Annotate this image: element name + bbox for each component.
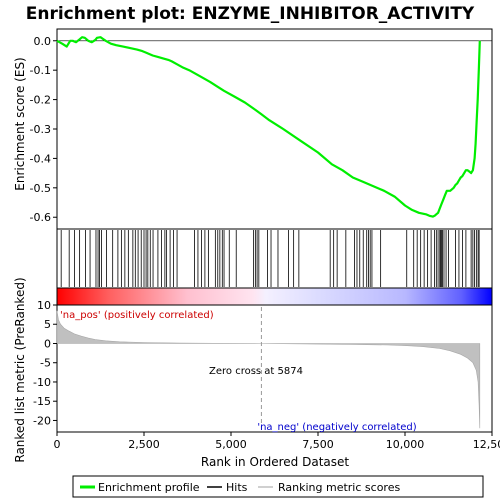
positive-correlation-label: 'na_pos' (positively correlated)	[60, 310, 214, 321]
x-axis-label: Rank in Ordered Dataset	[201, 455, 349, 469]
x-tick-label: 0	[54, 438, 61, 451]
metric-frame	[56, 304, 493, 433]
ranked-metric-area	[56, 310, 481, 429]
metric-y-axis: 10 5 0 -5 -10 -15 -20	[33, 299, 57, 427]
x-tick-label: 2,500	[128, 438, 160, 451]
metric-y-tick-label: -20	[33, 414, 51, 427]
metric-y-tick-label: 10	[37, 299, 51, 312]
metric-y-tick-label: -15	[33, 395, 51, 408]
enrichment-y-tick-label: -0.1	[30, 64, 51, 77]
legend-box	[72, 475, 484, 498]
enrichment-profile-line	[56, 36, 481, 218]
x-tick-label: 12,500	[473, 438, 500, 451]
negative-correlation-label: 'na_neg' (negatively correlated)	[257, 422, 416, 433]
legend-metric-label: Ranking metric scores	[278, 481, 400, 494]
enrichment-y-tick-label: -0.6	[30, 211, 51, 224]
x-axis: 0 2,500 5,000 7,500 10,000 12,500	[54, 432, 500, 451]
enrichment-panel: 0.0 -0.1 -0.2 -0.3 -0.4 -0.5 -0.6 Enrichment s…	[13, 28, 493, 230]
enrichment-profile-series	[56, 36, 481, 218]
chart-title: Enrichment plot: ENZYME_INHIBITOR_ACTIVI…	[26, 4, 475, 24]
ranked-metric-series	[56, 310, 481, 429]
metric-y-label: Ranked list metric (PreRanked)	[13, 277, 27, 462]
enrichment-y-label: Enrichment score (ES)	[13, 57, 27, 190]
metric-y-tick-label: -10	[33, 376, 51, 389]
x-tick-label: 7,500	[302, 438, 334, 451]
enrichment-frame	[56, 28, 493, 230]
x-tick-label: 5,000	[215, 438, 247, 451]
hit-marks	[60, 230, 480, 287]
enrichment-y-tick-label: -0.4	[30, 152, 51, 165]
metric-y-tick-label: 5	[44, 318, 51, 331]
x-tick-label: 10,000	[386, 438, 425, 451]
legend-hits-label: Hits	[226, 481, 248, 494]
hits-panel	[56, 228, 493, 289]
enrichment-y-tick-label: 0.0	[34, 35, 52, 48]
hits-frame	[56, 228, 493, 289]
enrichment-y-tick-label: -0.3	[30, 123, 51, 136]
correlation-color-band	[56, 287, 493, 306]
enrichment-y-axis: 0.0 -0.1 -0.2 -0.3 -0.4 -0.5 -0.6	[30, 35, 492, 224]
legend-enrichment-label: Enrichment profile	[98, 481, 200, 494]
metric-y-tick-label: 0	[44, 337, 51, 350]
metric-y-tick-label: -5	[40, 357, 51, 370]
enrichment-y-tick-label: -0.2	[30, 94, 51, 107]
ranked-metric-panel: 10 5 0 -5 -10 -15 -20 'na_pos' (positively cor…	[13, 277, 493, 463]
zero-cross-label: Zero cross at 5874	[209, 366, 303, 377]
legend: Enrichment profile Hits Ranking metric s…	[72, 475, 484, 498]
enrichment-y-tick-label: -0.5	[30, 182, 51, 195]
